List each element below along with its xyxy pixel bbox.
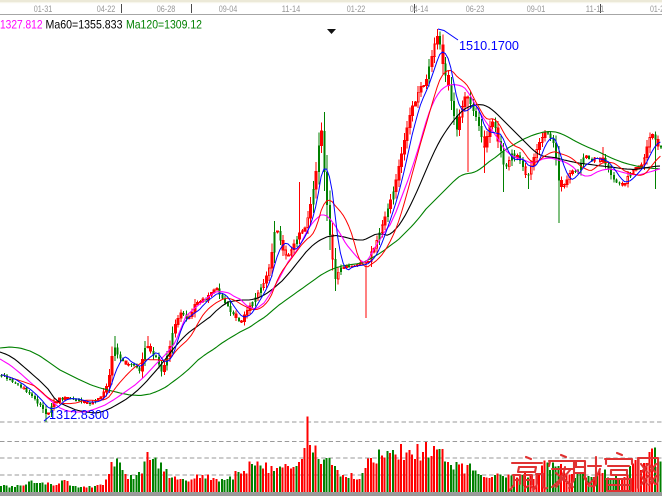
svg-text:04-14: 04-14 [410, 4, 429, 14]
svg-text:1312.8300: 1312.8300 [49, 407, 109, 422]
svg-text:1327.812: 1327.812 [0, 19, 43, 32]
svg-text:1510.1700: 1510.1700 [459, 38, 519, 53]
svg-text:11-11: 11-11 [586, 4, 605, 14]
svg-text:09-04: 09-04 [219, 4, 238, 14]
svg-text:04-22: 04-22 [97, 4, 116, 14]
svg-text:06-28: 06-28 [157, 4, 176, 14]
svg-text:Ma120=1309.12: Ma120=1309.12 [126, 19, 202, 32]
svg-text:01-2: 01-2 [650, 4, 662, 14]
svg-text:01-31: 01-31 [34, 4, 53, 14]
svg-text:Ma60=1355.833: Ma60=1355.833 [46, 19, 123, 32]
svg-text:06-23: 06-23 [466, 4, 485, 14]
svg-text:11-14: 11-14 [282, 4, 301, 14]
svg-text:09-01: 09-01 [527, 4, 546, 14]
svg-text:01-22: 01-22 [347, 4, 366, 14]
